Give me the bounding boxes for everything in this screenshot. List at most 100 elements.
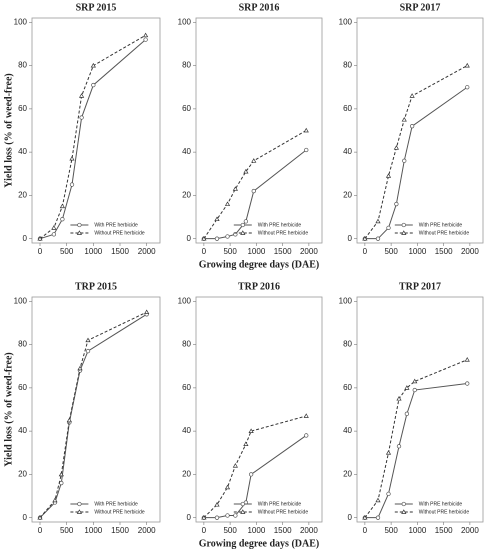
x-tick-label: 1500: [111, 247, 129, 256]
marker: [224, 201, 231, 206]
marker: [385, 173, 392, 178]
y-tick-label: 20: [343, 470, 352, 479]
series-line: [39, 39, 146, 240]
marker: [142, 32, 149, 38]
y-tick-label: 40: [18, 147, 27, 156]
y-tick-label: 40: [182, 147, 191, 156]
marker: [465, 85, 470, 90]
marker: [59, 480, 64, 486]
marker: [248, 428, 254, 433]
x-axis-label: Growing degree days (DAE): [199, 259, 319, 270]
y-tick-label: 60: [18, 383, 27, 392]
y-tick-label: 20: [343, 191, 352, 200]
legend-label: With PRE herbicide: [258, 501, 302, 507]
y-tick-label: 80: [18, 61, 27, 70]
plot-frame: [31, 17, 161, 244]
marker: [225, 234, 230, 239]
panel-title: TRP 2015: [75, 281, 117, 292]
marker: [224, 484, 231, 490]
x-tick-label: 1000: [84, 526, 102, 535]
x-tick-label: 1000: [408, 247, 426, 256]
legend-marker: [240, 230, 246, 235]
marker: [412, 378, 418, 384]
panel-title: TRP 2017: [399, 281, 441, 292]
marker: [233, 513, 238, 518]
y-tick-label: 60: [18, 104, 27, 113]
marker: [394, 201, 399, 207]
y-tick-label: 0: [187, 513, 192, 522]
marker: [201, 235, 207, 241]
legend-marker: [240, 509, 246, 514]
y-tick-label: 20: [182, 191, 191, 200]
marker: [66, 417, 72, 423]
y-tick-label: 100: [14, 17, 28, 26]
y-tick-label: 60: [343, 104, 352, 113]
series-line: [364, 359, 468, 518]
marker: [248, 472, 254, 477]
marker: [465, 381, 470, 386]
legend-marker: [240, 501, 245, 507]
marker: [362, 514, 368, 520]
y-tick-label: 60: [343, 383, 352, 392]
legend-label: Without PRE herbicide: [258, 509, 309, 515]
plot-frame: [195, 296, 323, 523]
marker: [304, 433, 309, 438]
marker: [85, 348, 91, 354]
y-tick-label: 100: [14, 296, 28, 305]
x-tick-label: 0: [202, 526, 207, 535]
marker: [303, 127, 309, 133]
marker: [214, 501, 220, 507]
marker: [464, 62, 470, 68]
marker: [464, 357, 470, 362]
marker: [304, 147, 309, 153]
x-tick-label: 1500: [274, 247, 292, 256]
marker: [59, 203, 66, 209]
y-tick-label: 40: [343, 426, 352, 435]
series-line: [364, 86, 468, 240]
x-tick-label: 0: [38, 247, 43, 256]
marker: [251, 188, 256, 194]
x-tick-label: 1500: [111, 526, 129, 535]
series-line: [364, 383, 468, 519]
marker: [37, 235, 43, 241]
x-tick-label: 1000: [247, 526, 265, 535]
legend-label: With PRE herbicide: [94, 501, 138, 507]
marker: [243, 441, 249, 446]
legend-label: Without PRE herbicide: [94, 230, 145, 236]
legend-marker: [77, 222, 82, 228]
marker: [402, 158, 407, 163]
x-tick-label: 1500: [274, 526, 292, 535]
y-tick-label: 0: [187, 234, 192, 243]
panel-title: SRP 2016: [239, 2, 280, 13]
marker: [396, 444, 402, 449]
x-tick-label: 1500: [435, 526, 453, 535]
marker: [375, 515, 381, 520]
legend-marker: [401, 230, 407, 235]
x-tick-label: 1000: [84, 247, 102, 256]
x-tick-label: 500: [60, 526, 74, 535]
legend-label: Without PRE herbicide: [94, 509, 145, 515]
x-tick-label: 2000: [138, 247, 156, 256]
y-tick-label: 80: [182, 340, 191, 349]
marker: [144, 309, 150, 314]
marker: [412, 387, 417, 393]
marker: [251, 158, 257, 163]
x-tick-label: 2000: [461, 526, 479, 535]
marker: [404, 411, 410, 416]
marker: [409, 93, 415, 98]
panel-title: SRP 2015: [76, 2, 117, 13]
panel-title: TRP 2016: [238, 281, 280, 292]
legend-label: With PRE herbicide: [419, 222, 463, 228]
y-tick-label: 80: [18, 340, 27, 349]
x-tick-label: 1000: [247, 247, 265, 256]
marker: [79, 115, 84, 120]
marker: [375, 236, 381, 241]
plot-frame: [356, 296, 484, 523]
marker: [409, 124, 415, 129]
x-tick-label: 500: [223, 247, 237, 256]
marker: [201, 514, 207, 520]
marker: [52, 497, 58, 503]
marker: [404, 385, 410, 390]
y-tick-label: 100: [178, 296, 192, 305]
